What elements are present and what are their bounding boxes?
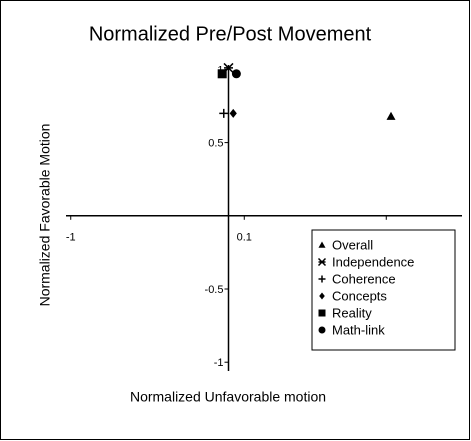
- legend-marker: [319, 292, 325, 300]
- legend-marker: [318, 326, 326, 334]
- x-axis-label: Normalized Unfavorable motion: [130, 389, 326, 405]
- legend-marker: [318, 275, 326, 283]
- legend-label: Coherence: [332, 271, 396, 286]
- x-tick-label: -1: [66, 232, 76, 244]
- point: [386, 111, 396, 120]
- legend-label: Math-link: [332, 322, 385, 337]
- legend-marker: [318, 309, 326, 317]
- x-tick-label: 0.1: [237, 232, 252, 244]
- legend-label: Reality: [332, 305, 372, 320]
- legend-label: Independence: [332, 254, 414, 269]
- point: [229, 108, 237, 118]
- point: [217, 69, 227, 79]
- y-tick-label: -1: [214, 357, 224, 369]
- chart-title: Normalized Pre/Post Movement: [89, 23, 372, 45]
- legend-marker: [318, 241, 326, 248]
- legend-label: Concepts: [332, 288, 387, 303]
- legend-label: Overall: [332, 237, 373, 252]
- point: [219, 108, 229, 118]
- y-axis-label: Normalized Favorable Motion: [37, 124, 53, 307]
- y-tick-label: 0.5: [208, 138, 223, 150]
- legend-marker: [317, 257, 327, 267]
- point: [231, 69, 241, 79]
- legend-box: [311, 229, 456, 351]
- y-tick-label: -0.5: [205, 284, 224, 296]
